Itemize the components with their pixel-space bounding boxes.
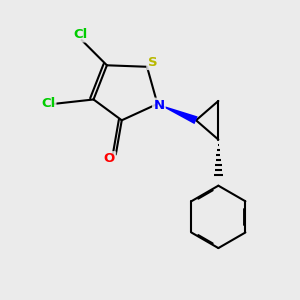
Text: Cl: Cl: [41, 98, 55, 110]
Polygon shape: [158, 104, 198, 124]
Text: Cl: Cl: [73, 28, 87, 41]
Text: S: S: [148, 56, 157, 69]
Text: N: N: [153, 99, 164, 112]
Text: O: O: [104, 152, 115, 165]
